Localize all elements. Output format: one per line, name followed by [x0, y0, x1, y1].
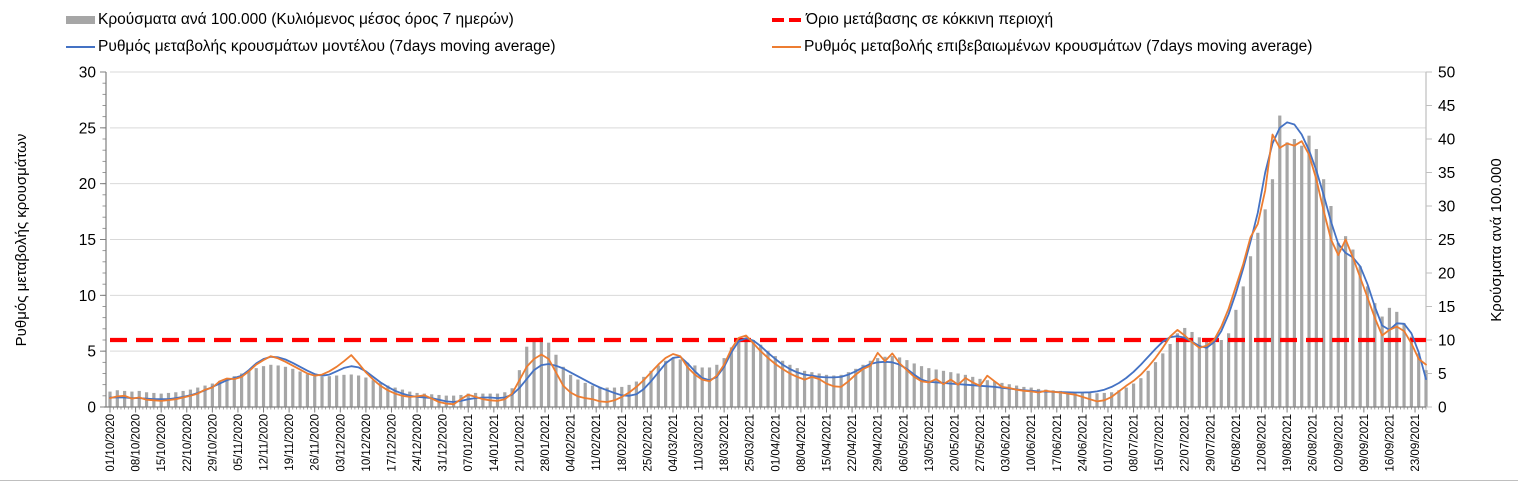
- svg-text:24/06/2021: 24/06/2021: [1077, 414, 1089, 472]
- svg-text:05/08/2021: 05/08/2021: [1231, 414, 1243, 472]
- orange-line-swatch-icon: [772, 46, 801, 48]
- svg-text:04/02/2021: 04/02/2021: [566, 414, 578, 472]
- svg-text:12/11/2020: 12/11/2020: [259, 414, 271, 471]
- svg-text:30: 30: [79, 65, 97, 82]
- bottom-border-rule: [0, 480, 1518, 481]
- svg-text:25/02/2021: 25/02/2021: [642, 414, 654, 472]
- svg-text:20/05/2021: 20/05/2021: [949, 414, 961, 472]
- svg-text:35: 35: [1438, 165, 1455, 182]
- svg-text:25: 25: [79, 120, 96, 137]
- svg-text:25: 25: [1438, 232, 1455, 249]
- legend-label-threshold: Όριο μετάβασης σε κόκκινη περιοχή: [806, 11, 1054, 28]
- svg-text:29/07/2021: 29/07/2021: [1205, 414, 1217, 472]
- left-axis-title: Ρυθμός μεταβολής κρουσμάτων: [13, 134, 30, 347]
- gridlines: [110, 71, 1427, 407]
- svg-text:10: 10: [1438, 333, 1456, 350]
- legend-item-model-line: Ρυθμός μεταβολής κρουσμάτων μοντέλου (7d…: [66, 38, 556, 56]
- svg-text:15/10/2020: 15/10/2020: [156, 414, 168, 472]
- svg-text:50: 50: [1438, 65, 1456, 82]
- svg-text:17/06/2021: 17/06/2021: [1052, 414, 1064, 472]
- right-axis-title: Κρούσματα ανά 100.000: [1488, 158, 1505, 321]
- svg-text:30: 30: [1438, 199, 1456, 216]
- svg-text:19/11/2020: 19/11/2020: [284, 414, 296, 471]
- svg-text:05/11/2020: 05/11/2020: [233, 414, 245, 471]
- svg-text:03/12/2020: 03/12/2020: [335, 414, 347, 472]
- svg-text:08/07/2021: 08/07/2021: [1129, 414, 1141, 472]
- x-axis: 01/10/2020 08/10/2020 15/10/2020 22/10/2020…: [104, 406, 1427, 472]
- legend-label-model-line: Ρυθμός μεταβολής κρουσμάτων μοντέλου (7d…: [98, 38, 556, 55]
- svg-text:15/07/2021: 15/07/2021: [1154, 414, 1166, 472]
- svg-text:21/01/2021: 21/01/2021: [514, 414, 526, 472]
- y-axis-right: 0 5 10 15 20 25 30 35 40 45 50: [1426, 65, 1456, 417]
- svg-text:31/12/2020: 31/12/2020: [438, 414, 450, 472]
- svg-text:27/05/2021: 27/05/2021: [975, 414, 987, 472]
- svg-text:19/08/2021: 19/08/2021: [1282, 414, 1294, 472]
- model-line-series: [109, 121, 1427, 403]
- svg-text:24/12/2020: 24/12/2020: [412, 414, 424, 472]
- legend-item-threshold: Όριο μετάβασης σε κόκκινη περιοχή: [772, 11, 1053, 29]
- svg-text:04/03/2021: 04/03/2021: [668, 414, 680, 472]
- svg-text:45: 45: [1438, 98, 1455, 115]
- svg-text:10/12/2020: 10/12/2020: [361, 414, 373, 472]
- svg-text:08/10/2020: 08/10/2020: [131, 414, 143, 472]
- legend-label-cases-bars: Κρούσματα ανά 100.000 (Κυλιόμενος μέσος …: [98, 11, 514, 28]
- svg-text:02/09/2021: 02/09/2021: [1333, 414, 1345, 472]
- svg-text:16/09/2021: 16/09/2021: [1384, 414, 1396, 472]
- svg-text:29/04/2021: 29/04/2021: [873, 414, 885, 472]
- svg-text:18/02/2021: 18/02/2021: [617, 414, 629, 472]
- svg-text:29/10/2020: 29/10/2020: [207, 414, 219, 472]
- svg-text:17/12/2020: 17/12/2020: [387, 414, 399, 472]
- svg-text:15: 15: [1438, 299, 1455, 316]
- svg-text:12/08/2021: 12/08/2021: [1257, 414, 1269, 472]
- svg-text:5: 5: [87, 344, 96, 361]
- svg-text:11/03/2021: 11/03/2021: [694, 414, 706, 471]
- svg-text:13/05/2021: 13/05/2021: [924, 414, 936, 472]
- svg-text:10/06/2021: 10/06/2021: [1026, 414, 1038, 472]
- svg-text:07/01/2021: 07/01/2021: [463, 414, 475, 472]
- svg-text:22/04/2021: 22/04/2021: [847, 414, 859, 472]
- svg-text:10: 10: [79, 288, 97, 305]
- legend-label-confirmed-line: Ρυθμός μεταβολής επιβεβαιωμένων κρουσμάτ…: [804, 38, 1313, 55]
- y-axis-left: 0 5 10 15 20 25 30: [79, 65, 107, 417]
- bar-swatch-icon: [66, 16, 95, 24]
- svg-text:01/10/2020: 01/10/2020: [105, 414, 117, 472]
- svg-text:06/05/2021: 06/05/2021: [898, 414, 910, 472]
- svg-text:09/09/2021: 09/09/2021: [1359, 414, 1371, 472]
- svg-text:23/09/2021: 23/09/2021: [1410, 414, 1422, 472]
- svg-text:11/02/2021: 11/02/2021: [591, 414, 603, 471]
- red-dash-swatch-icon: [772, 18, 803, 22]
- svg-text:5: 5: [1438, 366, 1447, 383]
- svg-text:0: 0: [87, 400, 96, 417]
- legend-item-cases-bars: Κρούσματα ανά 100.000 (Κυλιόμενος μέσος …: [66, 11, 514, 29]
- svg-text:26/08/2021: 26/08/2021: [1308, 414, 1320, 472]
- legend-item-confirmed-line: Ρυθμός μεταβολής επιβεβαιωμένων κρουσμάτ…: [772, 38, 1312, 56]
- svg-text:22/10/2020: 22/10/2020: [182, 414, 194, 472]
- svg-text:08/04/2021: 08/04/2021: [796, 414, 808, 472]
- svg-text:18/03/2021: 18/03/2021: [719, 414, 731, 472]
- svg-text:01/07/2021: 01/07/2021: [1103, 414, 1115, 472]
- svg-text:0: 0: [1438, 400, 1447, 417]
- svg-text:01/04/2021: 01/04/2021: [770, 414, 782, 472]
- svg-text:20: 20: [79, 176, 97, 193]
- svg-text:20: 20: [1438, 266, 1456, 283]
- confirmed-line-series: [109, 133, 1427, 406]
- svg-text:15: 15: [79, 232, 96, 249]
- svg-text:40: 40: [1438, 132, 1456, 149]
- svg-text:28/01/2021: 28/01/2021: [540, 414, 552, 472]
- svg-text:15/04/2021: 15/04/2021: [822, 414, 834, 472]
- svg-text:03/06/2021: 03/06/2021: [1001, 414, 1013, 472]
- svg-text:25/03/2021: 25/03/2021: [745, 414, 757, 472]
- svg-text:22/07/2021: 22/07/2021: [1180, 414, 1192, 472]
- svg-text:26/11/2020: 26/11/2020: [310, 414, 322, 471]
- blue-line-swatch-icon: [66, 46, 95, 48]
- bars-series: [108, 115, 1428, 408]
- svg-text:14/01/2021: 14/01/2021: [489, 414, 501, 472]
